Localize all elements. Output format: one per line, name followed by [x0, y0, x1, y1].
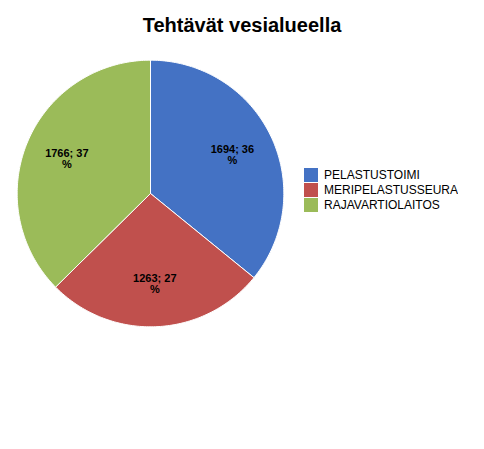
svg-text:1263; 27%: 1263; 27% — [133, 272, 176, 295]
svg-text:1694; 36%: 1694; 36% — [211, 143, 254, 166]
html-text:Tehtävät vesialueella: Tehtävät vesialueella — [142, 14, 342, 36]
html-text:PELASTUSTOIMI: PELASTUSTOIMI — [324, 167, 420, 182]
html-text:MERIPELASTUSSEURA: MERIPELASTUSSEURA — [324, 182, 458, 197]
html-text:RAJAVARTIOLAITOS: RAJAVARTIOLAITOS — [324, 197, 440, 212]
svg-text:1766; 37%: 1766; 37% — [45, 147, 88, 170]
